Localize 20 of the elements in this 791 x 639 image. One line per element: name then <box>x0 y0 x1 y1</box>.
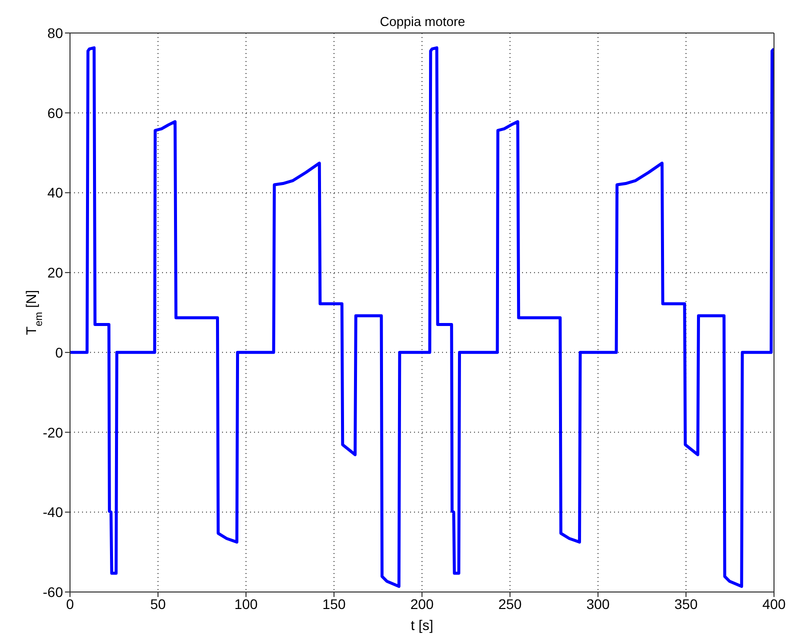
y-tick-label: 20 <box>47 264 64 281</box>
x-tick-label: 200 <box>410 596 434 612</box>
x-tick-label: 50 <box>150 596 166 612</box>
x-tick-label: 350 <box>674 596 698 612</box>
y-tick-label: -40 <box>42 504 64 520</box>
x-tick-label: 0 <box>66 596 74 612</box>
x-axis-title: t [s] <box>410 617 434 633</box>
line-series <box>70 46 774 588</box>
chart-title: Coppia motore <box>378 14 466 29</box>
x-tick-label: 150 <box>322 596 346 612</box>
x-tick-label: 250 <box>498 596 522 612</box>
x-tick-label: 400 <box>762 596 786 612</box>
y-tick-label: 40 <box>47 184 64 201</box>
y-tick-label: 80 <box>47 24 64 41</box>
y-tick-label: -60 <box>42 584 64 600</box>
y-tick-label: 60 <box>47 104 64 121</box>
x-tick-label: 100 <box>234 596 258 612</box>
x-tick-label: 300 <box>586 596 610 612</box>
y-tick-label: 0 <box>55 344 64 360</box>
y-tick-label: -20 <box>42 424 64 440</box>
